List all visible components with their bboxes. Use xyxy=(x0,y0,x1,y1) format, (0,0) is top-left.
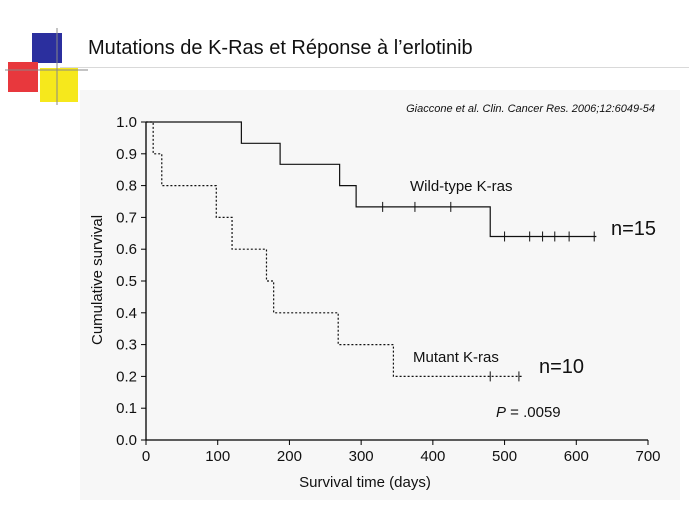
slide-title: Mutations de K-Ras et Réponse à l’erloti… xyxy=(88,37,473,59)
x-tick-label: 0 xyxy=(142,448,150,465)
wild-type-label: Wild-type K-ras xyxy=(410,178,513,195)
y-tick-label: 0.8 xyxy=(116,178,137,195)
mutant-survival-curve xyxy=(146,121,523,377)
wild-type-n-label: n=15 xyxy=(611,218,656,240)
slide-logo xyxy=(5,28,88,105)
chart-plot xyxy=(146,121,597,382)
x-tick-label: 400 xyxy=(420,448,445,465)
p-label: P xyxy=(496,404,506,421)
mutant-n-label: n=10 xyxy=(539,356,584,378)
chart-citation: Giaccone et al. Clin. Cancer Res. 2006;1… xyxy=(406,103,655,115)
logo-yellow-square xyxy=(40,68,78,102)
x-tick-label: 100 xyxy=(205,448,230,465)
y-tick-label: 0.4 xyxy=(116,305,137,322)
y-axis-title: Cumulative survival xyxy=(89,215,106,345)
y-tick-label: 1.0 xyxy=(116,114,137,131)
p-value: = .0059 xyxy=(506,404,561,421)
y-tick-label: 0.1 xyxy=(116,400,137,417)
y-tick-label: 0.7 xyxy=(116,209,137,226)
y-tick-label: 0.6 xyxy=(116,241,137,258)
chart-area: Giaccone et al. Clin. Cancer Res. 2006;1… xyxy=(80,90,680,500)
x-tick-label: 500 xyxy=(492,448,517,465)
x-tick-label: 600 xyxy=(564,448,589,465)
mutant-label: Mutant K-ras xyxy=(413,349,499,366)
y-tick-label: 0.9 xyxy=(116,146,137,163)
y-tick-label: 0.2 xyxy=(116,368,137,385)
wild-type-survival-curve xyxy=(146,121,597,238)
survival-chart: Giaccone et al. Clin. Cancer Res. 2006;1… xyxy=(89,103,661,491)
title-rule xyxy=(60,67,689,68)
y-tick-label: 0.0 xyxy=(116,432,137,449)
x-tick-label: 700 xyxy=(635,448,660,465)
x-tick-label: 200 xyxy=(277,448,302,465)
chart-axes: 0.0 0.1 0.2 0.3 0.4 0.5 0.6 0.7 0.8 0.9 1.0 0 100 200… xyxy=(116,114,660,465)
x-tick-label: 300 xyxy=(349,448,374,465)
logo-red-square xyxy=(8,62,38,92)
x-axis-title: Survival time (days) xyxy=(299,474,431,491)
y-tick-label: 0.5 xyxy=(116,273,137,290)
p-value-label: P = .0059 xyxy=(496,404,561,421)
y-tick-label: 0.3 xyxy=(116,337,137,354)
